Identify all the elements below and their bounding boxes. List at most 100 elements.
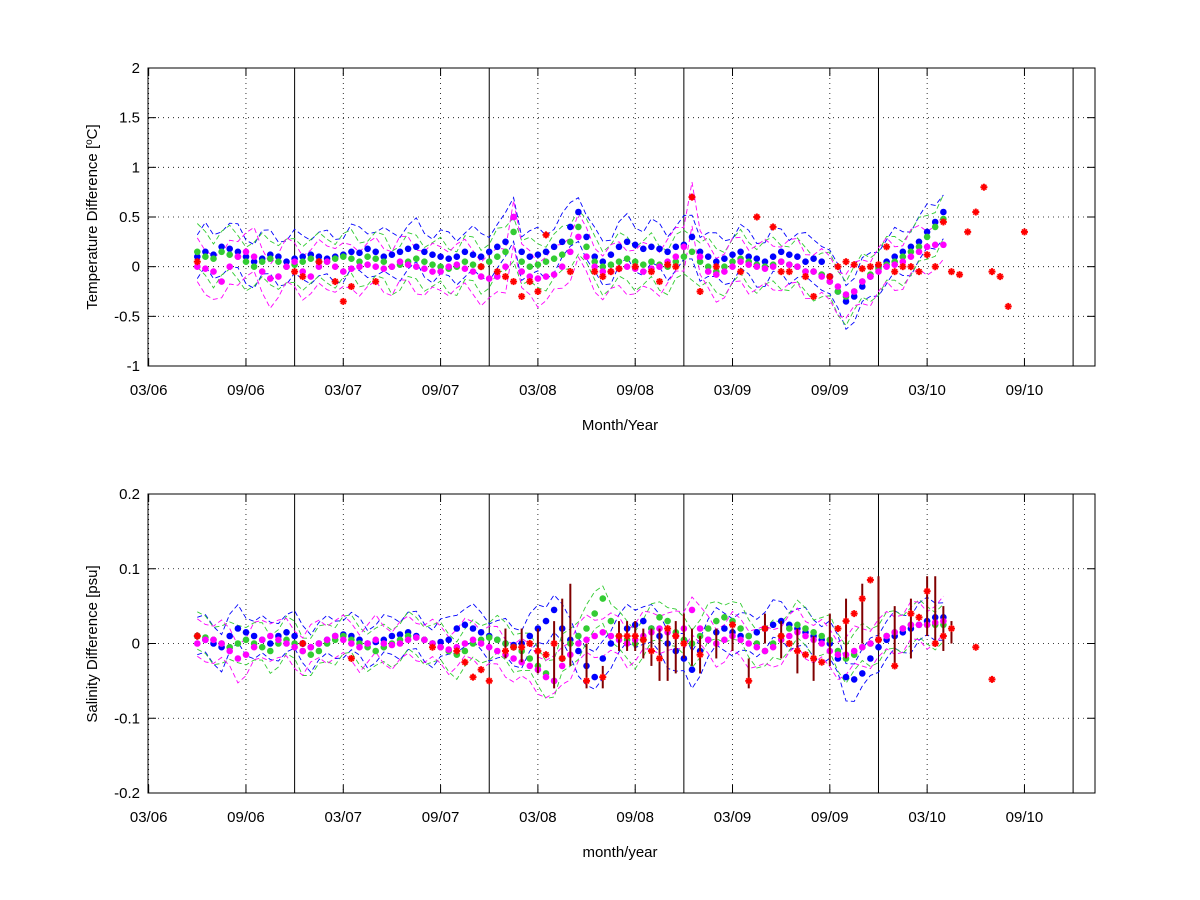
blue-point xyxy=(348,248,355,256)
y-tick-label: 0 xyxy=(132,636,140,653)
magenta-point xyxy=(242,651,250,658)
red-star-point xyxy=(915,613,923,621)
green-point xyxy=(607,261,615,269)
y-tick-label: 0 xyxy=(132,259,140,276)
green-point xyxy=(413,255,420,262)
y-tick-label: -0.1 xyxy=(114,710,140,727)
red-star-point xyxy=(810,654,818,662)
magenta-point xyxy=(340,636,347,644)
red-star-point xyxy=(874,636,882,644)
green-point xyxy=(258,643,266,651)
magenta-point xyxy=(931,241,939,249)
magenta-point xyxy=(915,621,923,629)
x-tick-label: 09/07 xyxy=(422,382,460,399)
green-point xyxy=(591,258,598,266)
blue-envelope-lower xyxy=(196,238,944,331)
magenta-envelope-upper xyxy=(197,595,944,661)
blue-point xyxy=(388,251,396,258)
red-star-point xyxy=(769,223,777,231)
blue-point xyxy=(445,255,453,262)
blue-point xyxy=(234,625,242,632)
red-star-point xyxy=(972,643,980,651)
green-point xyxy=(348,255,355,262)
blue-point xyxy=(631,241,639,249)
red-star-point xyxy=(907,263,915,271)
red-star-point xyxy=(347,283,355,291)
red-star-point xyxy=(826,273,834,281)
green-point xyxy=(250,263,258,271)
red-star-point xyxy=(793,647,801,655)
magenta-point xyxy=(729,263,736,271)
magenta-point xyxy=(769,263,777,271)
magenta-point xyxy=(340,268,347,275)
magenta-point xyxy=(558,263,566,271)
magenta-point xyxy=(753,263,761,271)
y-tick-label: -0.2 xyxy=(114,785,140,802)
green-point xyxy=(623,255,631,262)
red-star-point xyxy=(785,268,793,276)
magenta-point xyxy=(875,268,882,275)
red-star-point xyxy=(331,278,339,286)
magenta-point xyxy=(567,248,574,256)
green-point xyxy=(258,258,266,266)
red-star-point xyxy=(518,643,526,651)
green-point xyxy=(437,263,444,271)
magenta-point xyxy=(477,273,485,280)
red-star-point xyxy=(558,654,566,662)
magenta-point xyxy=(477,640,485,647)
green-point xyxy=(907,248,915,256)
blue-point xyxy=(485,248,493,256)
temperature-vertical-lines xyxy=(294,68,1074,366)
green-point xyxy=(583,625,590,632)
magenta-point xyxy=(640,268,647,275)
magenta-point xyxy=(802,268,809,275)
green-point xyxy=(599,263,607,271)
blue-point xyxy=(558,238,566,246)
blue-point xyxy=(640,245,647,253)
green-point xyxy=(372,255,380,262)
magenta-point xyxy=(194,640,201,647)
magenta-point xyxy=(242,248,250,256)
red-star-point xyxy=(299,273,307,281)
red-star-point xyxy=(599,673,607,681)
y-tick-label: 0.1 xyxy=(119,561,140,578)
green-point xyxy=(631,258,639,266)
magenta-point xyxy=(421,265,428,273)
magenta-point xyxy=(672,253,680,260)
green-point xyxy=(923,233,931,241)
red-star-point xyxy=(193,632,201,640)
blue-point xyxy=(680,655,688,662)
magenta-point xyxy=(510,655,517,662)
magenta-envelope-upper xyxy=(196,182,944,275)
magenta-point xyxy=(745,261,752,269)
x-tick-label: 03/08 xyxy=(519,809,557,826)
salinity-series xyxy=(193,576,996,702)
magenta-point xyxy=(331,263,339,271)
red-star-point xyxy=(542,231,550,239)
green-point xyxy=(607,617,615,625)
magenta-point xyxy=(737,258,744,266)
magenta-point xyxy=(907,253,915,260)
magenta-point xyxy=(688,606,696,614)
blue-point xyxy=(656,245,663,253)
magenta-point xyxy=(915,248,923,256)
red-star-point xyxy=(639,636,647,644)
red-star-point xyxy=(907,610,915,618)
blue-point xyxy=(534,625,542,632)
magenta-point xyxy=(518,658,525,666)
blue-point xyxy=(380,253,388,260)
magenta-point xyxy=(550,271,558,278)
red-star-point xyxy=(923,251,931,259)
magenta-point xyxy=(445,646,453,653)
magenta-point xyxy=(291,258,298,266)
magenta-point xyxy=(388,263,396,271)
blue-point xyxy=(429,251,436,258)
salinity-ticks: -0.2 -0.1 0 0.1 0.2 03/06 09/06 03/07 09/07 03/08… xyxy=(114,486,1095,826)
green-point xyxy=(469,261,477,269)
red-star-point xyxy=(939,218,947,226)
blue-point xyxy=(469,251,477,258)
magenta-point xyxy=(558,662,566,670)
blue-point xyxy=(283,258,290,266)
green-point xyxy=(526,263,534,271)
green-point xyxy=(307,651,315,658)
